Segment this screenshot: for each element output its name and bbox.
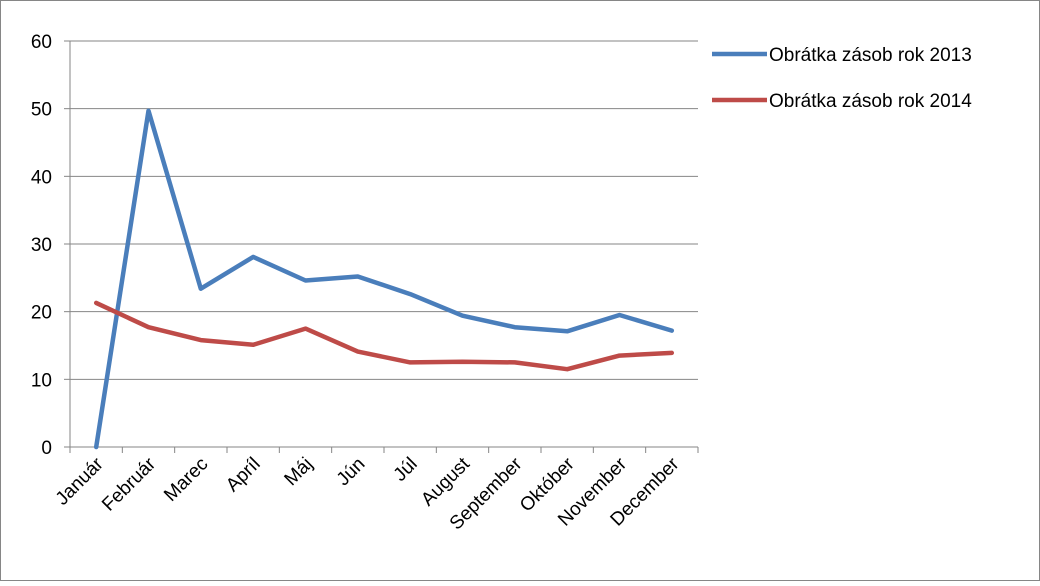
y-tick-label: 30 — [31, 235, 52, 256]
series-line-1 — [93, 108, 675, 450]
data-point — [671, 330, 672, 331]
data-point — [305, 328, 306, 329]
data-point — [514, 327, 515, 328]
data-point — [357, 351, 358, 352]
y-tick-label: 60 — [31, 32, 52, 53]
data-point — [305, 280, 306, 281]
y-tick-label: 10 — [31, 370, 52, 391]
data-point — [410, 294, 411, 295]
series-lines — [93, 108, 675, 450]
y-tick-label: 40 — [31, 167, 52, 188]
data-point — [671, 352, 672, 353]
data-point — [200, 340, 201, 341]
data-point — [462, 315, 463, 316]
y-tick-label: 0 — [41, 438, 52, 459]
legend-label-1: Obrátka zásob rok 2013 — [769, 45, 972, 66]
data-point — [619, 355, 620, 356]
y-tick-label: 50 — [31, 100, 52, 121]
data-point — [200, 288, 201, 289]
data-point — [357, 276, 358, 277]
legend: Obrátka zásob rok 2013 Obrátka zásob rok … — [712, 45, 972, 112]
data-point — [410, 362, 411, 363]
data-point — [514, 362, 515, 363]
data-point — [619, 315, 620, 316]
y-tick-label: 20 — [31, 303, 52, 324]
data-point — [462, 361, 463, 362]
legend-label-2: Obrátka zásob rok 2014 — [769, 91, 972, 112]
data-point — [96, 447, 97, 448]
data-point — [567, 331, 568, 332]
data-point — [253, 344, 254, 345]
data-point — [96, 302, 97, 303]
data-point — [567, 369, 568, 370]
data-point — [253, 256, 254, 257]
data-point — [148, 110, 149, 111]
series-line-2 — [93, 300, 675, 372]
gridlines — [70, 40, 698, 380]
data-point — [148, 327, 149, 328]
